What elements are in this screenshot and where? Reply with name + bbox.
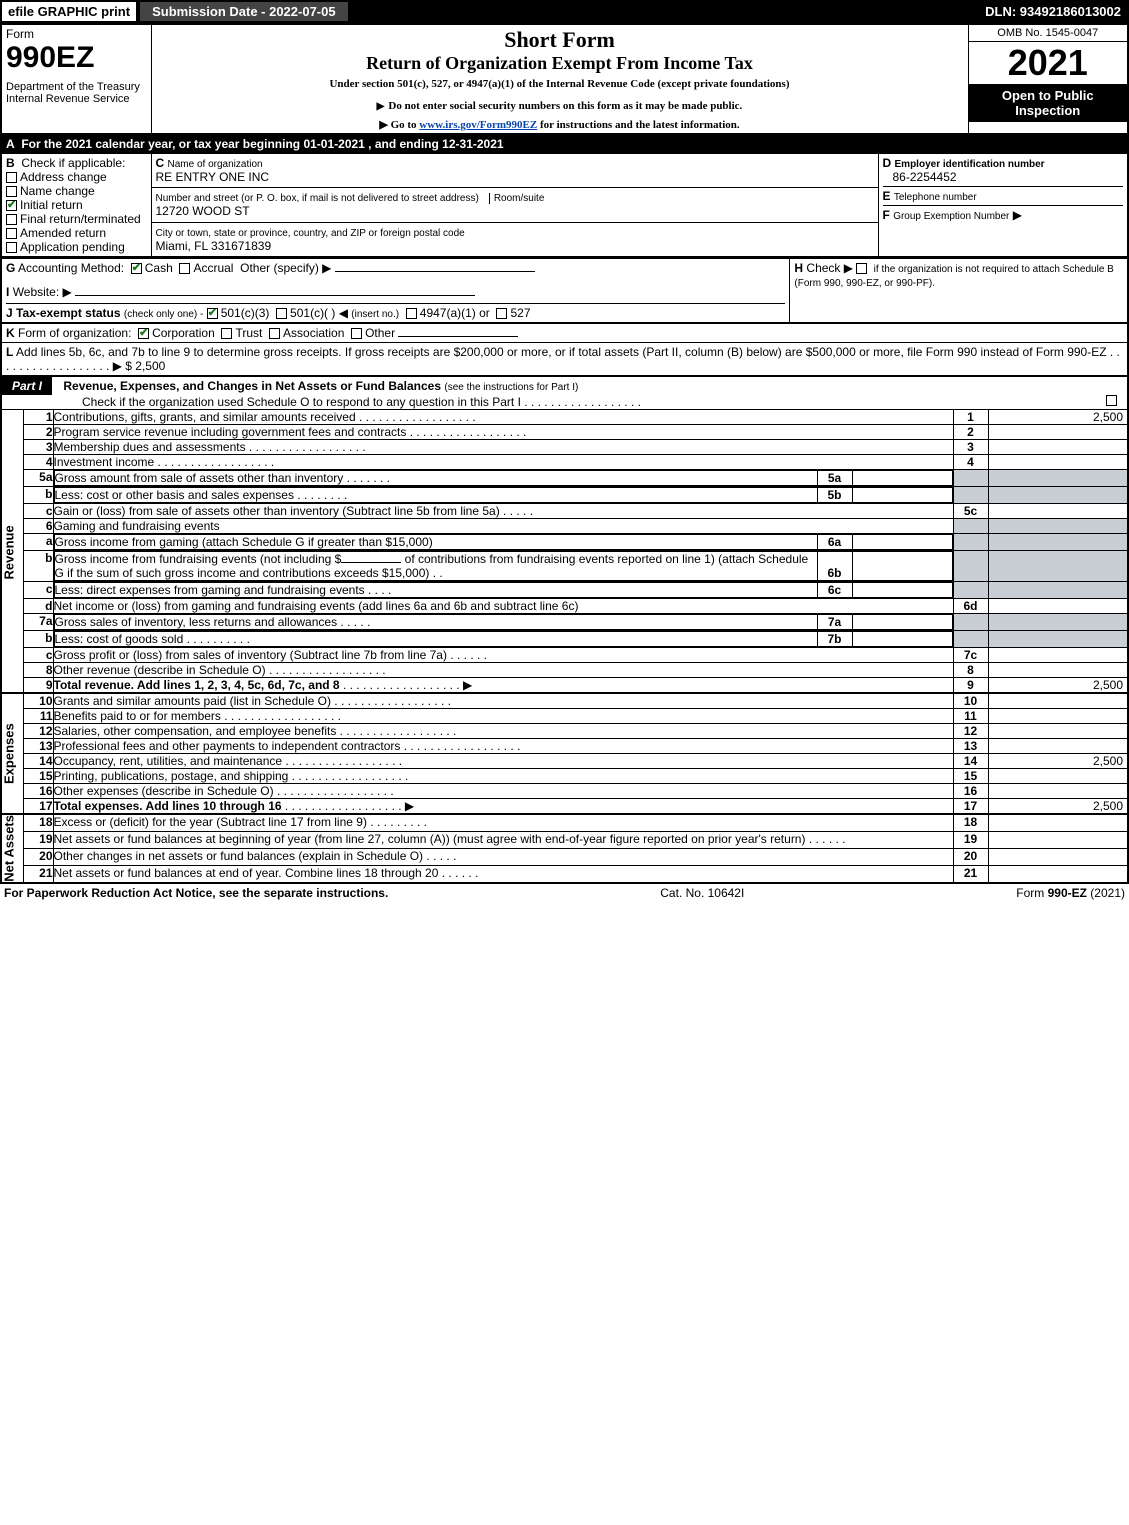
trust-checkbox[interactable] — [221, 328, 232, 339]
website-input[interactable] — [75, 295, 475, 296]
dept-treasury: Department of the Treasury Internal Reve… — [6, 81, 147, 105]
dln: DLN: 93492186013002 — [977, 2, 1129, 21]
org-name: RE ENTRY ONE INC — [156, 170, 270, 184]
g-label: Accounting Method: — [18, 261, 124, 275]
j-note: (check only one) - — [124, 309, 203, 320]
top-bar: efile GRAPHIC print Submission Date - 20… — [0, 0, 1129, 23]
e-label: Telephone number — [894, 192, 977, 203]
expenses-side-label: Expenses — [1, 693, 23, 814]
ssn-warning: Do not enter social security numbers on … — [156, 100, 964, 112]
l-text: Add lines 5b, 6c, and 7b to line 9 to de… — [16, 345, 1107, 359]
line-17-amt: 2,500 — [988, 799, 1128, 815]
part1-note: (see the instructions for Part I) — [444, 382, 578, 393]
check-initial[interactable]: Initial return — [6, 198, 147, 212]
omb-number: OMB No. 1545-0047 — [969, 25, 1128, 42]
goto-post: for instructions and the latest informat… — [537, 119, 739, 131]
accrual-checkbox[interactable] — [179, 263, 190, 274]
check-amended[interactable]: Amended return — [6, 226, 147, 240]
k-label: Form of organization: — [18, 326, 131, 340]
goto-line: ▶ Go to www.irs.gov/Form990EZ for instru… — [156, 118, 964, 131]
street-label: Number and street (or P. O. box, if mail… — [156, 193, 479, 204]
tax-year: 2021 — [969, 42, 1128, 84]
other-specify-input[interactable] — [335, 271, 535, 272]
ein-value: 86-2254452 — [883, 170, 1124, 184]
form-header-table: Form 990EZ Department of the Treasury In… — [0, 23, 1129, 135]
501c3-checkbox[interactable] — [207, 308, 218, 319]
6b-amount-input[interactable] — [341, 562, 401, 563]
part1-title: Revenue, Expenses, and Changes in Net As… — [55, 379, 441, 393]
part1-check-line: Check if the organization used Schedule … — [2, 395, 1127, 409]
footer-left: For Paperwork Reduction Act Notice, see … — [4, 886, 388, 900]
501c-checkbox[interactable] — [276, 308, 287, 319]
footer-mid: Cat. No. 10642I — [660, 886, 744, 900]
check-pending[interactable]: Application pending — [6, 240, 147, 254]
line-2-num: 2 — [23, 425, 53, 440]
footer-right: Form 990-EZ (2021) — [1016, 886, 1125, 900]
other-org-checkbox[interactable] — [351, 328, 362, 339]
lines-table: Revenue 1 Contributions, gifts, grants, … — [0, 409, 1129, 884]
part1-schedule-o-checkbox[interactable] — [1106, 395, 1117, 406]
efile-print[interactable]: efile GRAPHIC print — [0, 0, 138, 23]
l-amount: $ 2,500 — [125, 359, 165, 373]
city-value: Miami, FL 331671839 — [156, 239, 272, 253]
ghij-block: G Accounting Method: Cash Accrual Other … — [0, 258, 1129, 324]
check-final[interactable]: Final return/terminated — [6, 212, 147, 226]
short-form-title: Short Form — [156, 27, 964, 53]
line-1-box: 1 — [953, 410, 988, 425]
k-line: K Form of organization: Corporation Trus… — [0, 324, 1129, 342]
b-label: B Check if applicable: — [6, 156, 147, 170]
submission-date: Submission Date - 2022-07-05 — [140, 2, 348, 21]
entity-block: B Check if applicable: Address change Na… — [0, 153, 1129, 258]
assoc-checkbox[interactable] — [269, 328, 280, 339]
return-title: Return of Organization Exempt From Incom… — [156, 53, 964, 74]
line-1-num: 1 — [23, 410, 53, 425]
part1-label: Part I — [2, 377, 52, 395]
line-1-text: Contributions, gifts, grants, and simila… — [53, 410, 953, 425]
527-checkbox[interactable] — [496, 308, 507, 319]
line-2-text: Program service revenue including govern… — [53, 425, 953, 440]
check-address[interactable]: Address change — [6, 170, 147, 184]
c-label: Name of organization — [168, 159, 263, 170]
d-label: Employer identification number — [895, 159, 1045, 170]
corp-checkbox[interactable] — [138, 328, 149, 339]
revenue-side-label: Revenue — [1, 410, 23, 694]
open-to-public: Open to Public Inspection — [969, 84, 1128, 122]
line-14-amt: 2,500 — [988, 754, 1128, 769]
4947-checkbox[interactable] — [406, 308, 417, 319]
cash-checkbox[interactable] — [131, 263, 142, 274]
l-line: L Add lines 5b, 6c, and 7b to line 9 to … — [0, 342, 1129, 377]
street-value: 12720 WOOD ST — [156, 204, 250, 218]
h-checkbox[interactable] — [856, 263, 867, 274]
part1-header: Part I Revenue, Expenses, and Changes in… — [0, 377, 1129, 409]
line-1-amt: 2,500 — [988, 410, 1128, 425]
j-label: Tax-exempt status — [16, 306, 120, 320]
form-word: Form — [6, 27, 147, 41]
i-label: Website: — [13, 285, 59, 299]
line-9-amt: 2,500 — [988, 678, 1128, 694]
h-check: Check ▶ — [806, 261, 853, 275]
form-number: 990EZ — [6, 41, 147, 75]
netassets-side-label: Net Assets — [1, 814, 23, 883]
footer: For Paperwork Reduction Act Notice, see … — [0, 884, 1129, 902]
city-label: City or town, state or province, country… — [156, 228, 465, 239]
irs-link[interactable]: www.irs.gov/Form990EZ — [419, 119, 537, 131]
section-a: A For the 2021 calendar year, or tax yea… — [0, 135, 1129, 153]
check-name[interactable]: Name change — [6, 184, 147, 198]
cash-label: Cash — [145, 261, 173, 275]
under-section: Under section 501(c), 527, or 4947(a)(1)… — [156, 78, 964, 90]
room-label: Room/suite — [489, 193, 545, 204]
inner-5a-amt[interactable] — [852, 471, 952, 486]
other-org-input[interactable] — [398, 336, 518, 337]
section-a-text: For the 2021 calendar year, or tax year … — [21, 137, 503, 151]
accrual-label: Accrual — [193, 261, 233, 275]
other-label: Other (specify) — [240, 261, 319, 275]
f-label: Group Exemption Number — [893, 211, 1009, 222]
goto-pre: Go to — [391, 119, 420, 131]
inner-5a-box: 5a — [817, 471, 852, 486]
